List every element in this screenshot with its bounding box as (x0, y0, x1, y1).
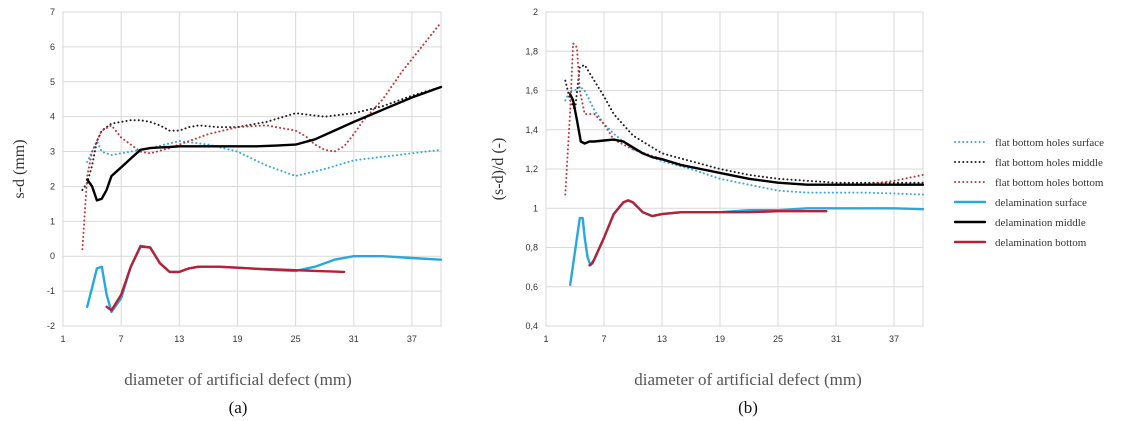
y-tick-label: 0 (50, 251, 55, 261)
x-tick-label: 37 (407, 334, 417, 344)
series-line-delamination-bottom (588, 199, 828, 267)
y-tick-label: 1,8 (525, 46, 538, 56)
x-tick-label: 1 (543, 334, 548, 344)
series-line-delamination-bottom (105, 245, 346, 312)
legend-label: delamination middle (995, 217, 1086, 229)
chart-b-series (564, 42, 925, 286)
legend-label: delamination surface (995, 197, 1087, 209)
chart-b-y-ticks: 0,4 0,6 0,8 1 1,2 1,4 1,6 1,8 2 (525, 7, 538, 331)
series-line-flat-bottom-holes-surface (564, 85, 924, 196)
y-tick-label: -1 (47, 286, 55, 296)
chart-a-x-ticks: 1 7 13 19 25 31 37 (60, 334, 416, 344)
x-tick-label: 13 (174, 334, 184, 344)
series-line-flat-bottom-holes-middle (564, 64, 924, 184)
y-tick-label: 3 (50, 147, 55, 157)
legend-item: flat bottom holes surface (954, 137, 1104, 149)
x-tick-label: 7 (119, 334, 124, 344)
legend-item: delamination middle (953, 217, 1086, 229)
y-tick-label: 4 (50, 112, 55, 122)
legend: flat bottom holes surface flat bottom hol… (953, 137, 1104, 249)
series-line-delamination-middle (86, 85, 443, 202)
y-tick-label: 1,6 (525, 86, 538, 96)
chart-a: -2 -1 0 1 2 3 4 5 6 7 1 7 13 19 25 31 37 s-d (mm) diame… (11, 7, 443, 417)
y-tick-label: 1,4 (525, 125, 538, 135)
y-tick-label: 1 (533, 203, 538, 213)
legend-item: delamination surface (953, 197, 1087, 209)
legend-item: flat bottom holes bottom (954, 177, 1104, 189)
y-tick-label: -2 (47, 321, 55, 331)
x-tick-label: 37 (889, 334, 899, 344)
chart-b: 0,4 0,6 0,8 1 1,2 1,4 1,6 1,8 2 1 7 13 19 25 31 37 (s-… (490, 7, 925, 417)
series-line-flat-bottom-holes-bottom (81, 21, 442, 251)
series-line-delamination-middle (569, 93, 925, 186)
y-tick-label: 5 (50, 77, 55, 87)
x-tick-label: 7 (601, 334, 606, 344)
legend-label: flat bottom holes bottom (995, 177, 1104, 189)
y-tick-label: 0,4 (525, 321, 538, 331)
x-tick-label: 19 (232, 334, 242, 344)
chart-a-gridlines (62, 11, 441, 327)
y-tick-label: 6 (50, 42, 55, 52)
legend-label: flat bottom holes surface (995, 137, 1104, 149)
y-tick-label: 0,6 (525, 282, 538, 292)
y-tick-label: 2 (533, 7, 538, 17)
y-tick-label: 1,2 (525, 164, 538, 174)
x-tick-label: 1 (60, 334, 65, 344)
x-tick-label: 25 (773, 334, 783, 344)
chart-b-x-axis-label: diameter of artificial defect (mm) (634, 370, 862, 389)
chart-b-y-axis-label: (s-d)/d (-) (490, 138, 507, 201)
x-tick-label: 31 (349, 334, 359, 344)
y-tick-label: 7 (50, 7, 55, 17)
chart-b-gridlines (545, 11, 923, 327)
legend-label: delamination bottom (995, 237, 1087, 249)
chart-a-y-ticks: -2 -1 0 1 2 3 4 5 6 7 (47, 7, 55, 331)
chart-a-plot-area (62, 11, 442, 327)
series-line-flat-bottom-holes-surface (86, 140, 442, 177)
y-tick-label: 2 (50, 181, 55, 191)
x-tick-label: 25 (291, 334, 301, 344)
legend-label: flat bottom holes middle (995, 157, 1103, 169)
y-tick-label: 0,8 (525, 243, 538, 253)
chart-a-y-axis-label: s-d (mm) (11, 139, 28, 198)
x-tick-label: 13 (657, 334, 667, 344)
chart-a-series (81, 21, 443, 314)
chart-a-panel-label: (a) (229, 398, 248, 417)
y-tick-label: 1 (50, 216, 55, 226)
x-tick-label: 31 (831, 334, 841, 344)
chart-b-panel-label: (b) (738, 398, 758, 417)
legend-item: flat bottom holes middle (954, 157, 1103, 169)
chart-a-x-axis-label: diameter of artificial defect (mm) (124, 370, 352, 389)
legend-item: delamination bottom (953, 237, 1087, 249)
chart-b-x-ticks: 1 7 13 19 25 31 37 (543, 334, 899, 344)
x-tick-label: 19 (715, 334, 725, 344)
